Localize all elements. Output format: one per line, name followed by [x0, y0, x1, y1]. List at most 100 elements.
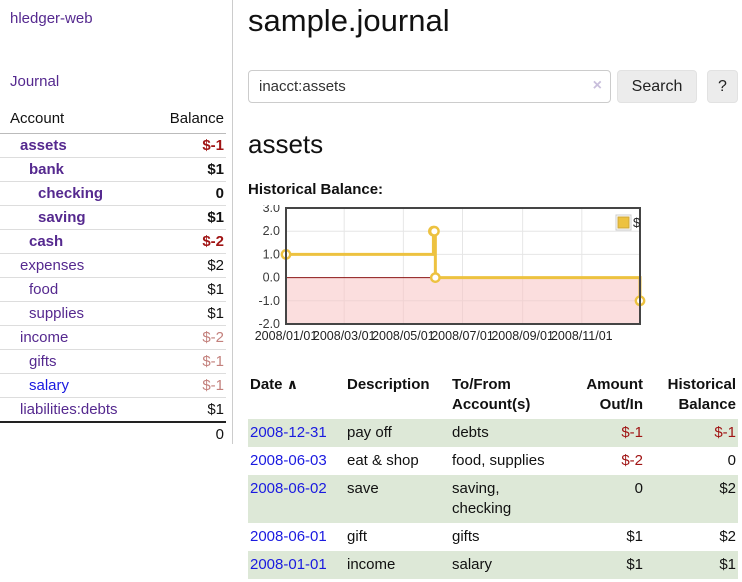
transaction-date-link[interactable]: 2008-06-02 — [250, 479, 327, 497]
account-row: supplies $1 — [0, 301, 226, 326]
account-balance: $-2 — [144, 325, 226, 350]
transaction-balance: $2 — [719, 479, 736, 497]
transaction-description: save — [347, 479, 379, 497]
account-link[interactable]: supplies — [29, 305, 85, 322]
balance-column-header: Balance — [144, 106, 226, 134]
transaction-balance: $2 — [719, 527, 736, 545]
svg-text:-2.0: -2.0 — [258, 317, 280, 331]
account-row: cash $-2 — [0, 229, 226, 254]
account-row: liabilities:debts $1 — [0, 397, 226, 422]
transaction-amount: $1 — [626, 555, 643, 573]
account-heading: assets — [248, 129, 324, 159]
account-balance: $1 — [144, 301, 226, 326]
svg-text:0.0: 0.0 — [263, 271, 280, 285]
accounts-column-header: Account — [0, 106, 145, 134]
register-header-accounts: To/From Account(s) — [452, 376, 531, 413]
account-link[interactable]: cash — [29, 233, 64, 250]
transaction-row: 2008-01-01 income salary $1 $1 — [248, 550, 738, 579]
account-link[interactable]: checking — [38, 185, 104, 202]
svg-text:2008/11/01: 2008/11/01 — [551, 329, 613, 343]
page-title: sample.journal — [248, 3, 450, 38]
account-row: checking 0 — [0, 181, 226, 206]
transaction-date-link[interactable]: 2008-12-31 — [250, 423, 327, 441]
account-row: food $1 — [0, 277, 226, 302]
transaction-balance: 0 — [727, 451, 736, 469]
sort-ascending-icon: ∧ — [286, 376, 299, 392]
transaction-date-link[interactable]: 2008-06-01 — [250, 527, 327, 545]
account-link[interactable]: salary — [29, 377, 70, 394]
register-header-date[interactable]: Date ∧ — [250, 376, 299, 393]
transaction-description: eat & shop — [347, 451, 419, 469]
transaction-date-link[interactable]: 2008-01-01 — [250, 555, 327, 573]
account-link[interactable]: assets — [20, 137, 67, 154]
transaction-accounts: gifts — [452, 527, 480, 545]
svg-text:-1.0: -1.0 — [258, 294, 280, 308]
svg-text:2008/09/01: 2008/09/01 — [491, 329, 554, 343]
clear-search-icon[interactable]: × — [592, 77, 602, 94]
account-balance: $1 — [144, 397, 226, 422]
transaction-amount: 0 — [634, 479, 643, 497]
transaction-row: 2008-06-03 eat & shop food, supplies $-2 0 — [248, 447, 738, 475]
account-row: expenses $2 — [0, 253, 226, 278]
transaction-accounts: food, supplies — [452, 451, 545, 469]
account-balance: $-1 — [202, 137, 224, 154]
account-link[interactable]: gifts — [29, 353, 57, 370]
app-title-link[interactable]: hledger-web — [10, 10, 93, 27]
transaction-date-link[interactable]: 2008-06-03 — [250, 451, 327, 469]
sidebar: hledger-web Journal Account Balance asse… — [0, 0, 233, 446]
account-link[interactable]: bank — [29, 161, 65, 178]
account-balance: $-1 — [144, 373, 226, 398]
account-link[interactable]: food — [29, 281, 59, 298]
account-balance: 0 — [144, 181, 226, 206]
search-bar: × Search ? — [248, 70, 738, 103]
account-balance: $1 — [144, 277, 226, 302]
search-button[interactable]: Search — [617, 70, 697, 103]
account-link[interactable]: saving — [38, 209, 86, 226]
transaction-amount: $-1 — [621, 423, 643, 441]
register-header-amount: Amount Out/In — [586, 376, 643, 413]
account-row: salary $-1 — [0, 373, 226, 398]
svg-text:2.0: 2.0 — [263, 224, 280, 238]
register-table: Date ∧ Description To/From Account(s) Am… — [248, 373, 738, 579]
svg-text:3.0: 3.0 — [263, 205, 280, 215]
account-link[interactable]: income — [20, 329, 69, 346]
account-link[interactable]: expenses — [20, 257, 85, 274]
account-balance: $-1 — [144, 349, 226, 374]
transaction-description: income — [347, 555, 396, 573]
account-row: bank $1 — [0, 157, 226, 182]
accounts-total-value: 0 — [144, 421, 226, 446]
account-row: gifts $-1 — [0, 349, 226, 374]
transaction-row: 2008-06-02 save saving, checking 0 $2 — [248, 474, 738, 523]
transaction-row: 2008-06-01 gift gifts $1 $2 — [248, 523, 738, 551]
account-row: saving $1 — [0, 205, 226, 230]
transaction-row: 2008-12-31 pay off debts $-1 $-1 — [248, 418, 738, 447]
transaction-balance: $-1 — [714, 423, 736, 441]
historical-balance-chart: $3.0 2.0 1.0 0.0 -1.0 -2.0 2008/01/01 2008/03/0… — [248, 201, 738, 358]
transaction-accounts: saving, checking — [452, 479, 512, 517]
svg-text:2008/03/01: 2008/03/01 — [313, 329, 376, 343]
account-balance: $2 — [144, 253, 226, 278]
account-link[interactable]: liabilities:debts — [20, 401, 118, 418]
account-row: assets $-1 — [0, 134, 226, 158]
transaction-amount: $1 — [626, 527, 643, 545]
transaction-description: gift — [347, 527, 368, 545]
accounts-total-row: 0 — [0, 421, 226, 446]
search-input[interactable] — [248, 70, 611, 103]
accounts-balance-table: Account Balance assets $-1 bank $1 checking 0… — [0, 106, 226, 446]
account-balance: $1 — [144, 157, 226, 182]
svg-text:$: $ — [633, 215, 641, 230]
account-balance: $-2 — [144, 229, 226, 254]
sidebar-item-journal[interactable]: Journal — [10, 73, 60, 90]
chart-title: Historical Balance: — [248, 181, 384, 198]
transaction-accounts: salary — [452, 555, 493, 573]
transaction-amount: $-2 — [621, 451, 643, 469]
search-help-button[interactable]: ? — [707, 70, 738, 103]
svg-text:1.0: 1.0 — [263, 247, 280, 261]
transaction-accounts: debts — [452, 423, 489, 441]
svg-text:2008/01/01: 2008/01/01 — [255, 329, 318, 343]
svg-text:2008/07/01: 2008/07/01 — [431, 329, 494, 343]
register-header-description: Description — [347, 376, 430, 393]
transaction-description: pay off — [347, 423, 392, 441]
transaction-balance: $1 — [719, 555, 736, 573]
svg-text:2008/05/01: 2008/05/01 — [372, 329, 435, 343]
